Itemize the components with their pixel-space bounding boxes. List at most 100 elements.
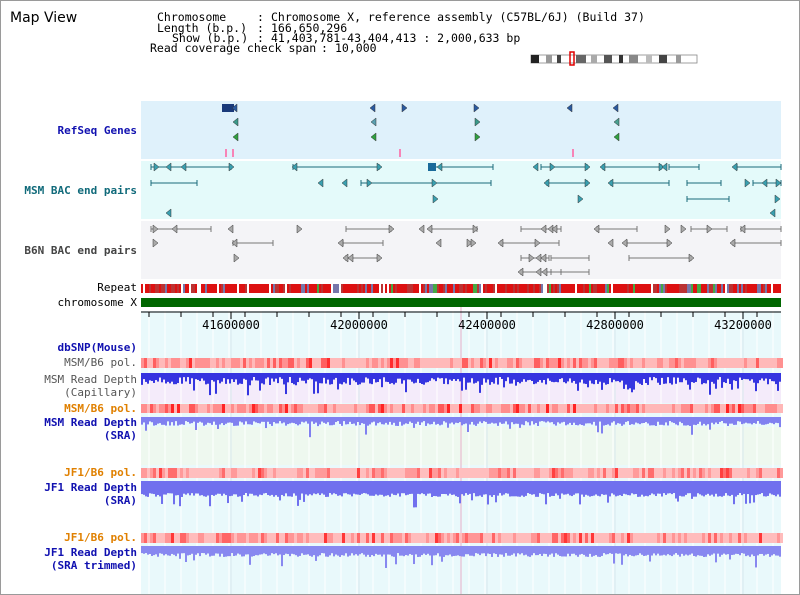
b6n-bac-arrow[interactable] xyxy=(296,224,303,234)
track-label-jf1-depth-sra[interactable]: JF1 Read Depth xyxy=(44,481,137,494)
msm-bac-arrow[interactable] xyxy=(607,178,614,188)
b6n-bac-arrow[interactable] xyxy=(388,224,395,234)
msm-bac-arrow[interactable] xyxy=(317,178,324,188)
b6n-bac-arrow[interactable] xyxy=(231,238,238,248)
refseq-gene-arrow[interactable] xyxy=(612,103,619,113)
track-label-jf1-b6-pol-2[interactable]: JF1/B6 pol. xyxy=(64,531,137,544)
msm-bac-arrow[interactable] xyxy=(366,178,373,188)
b6n-bac-arrow[interactable] xyxy=(337,238,344,248)
refseq-gene-arrow[interactable] xyxy=(232,132,239,142)
track-label-msm-b6-pol-2[interactable]: MSM/B6 pol. xyxy=(64,402,137,415)
b6n-bac-arrow[interactable] xyxy=(418,224,425,234)
msm-bac-arrow[interactable] xyxy=(165,208,172,218)
b6n-bac-arrow[interactable] xyxy=(435,238,442,248)
b6n-bac-arrow[interactable] xyxy=(233,253,240,263)
b6n-bac-arrow[interactable] xyxy=(528,253,535,263)
msm-bac-arrow[interactable] xyxy=(584,162,591,172)
msm-bac-arrow[interactable] xyxy=(432,194,439,204)
refseq-gene-arrow[interactable] xyxy=(473,103,480,113)
b6n-bac-arrow[interactable] xyxy=(470,238,477,248)
b6n-bac-arrow[interactable] xyxy=(376,253,383,263)
b6n-bac-arrow[interactable] xyxy=(540,253,547,263)
msm-bac-arrow[interactable] xyxy=(532,162,539,172)
msm-bac-arrow[interactable] xyxy=(661,162,668,172)
b6n-bac-arrow[interactable] xyxy=(517,267,524,277)
b6n-bac-arrow[interactable] xyxy=(551,224,558,234)
b6n-bac-arrow[interactable] xyxy=(152,224,159,234)
refseq-gene-arrow[interactable] xyxy=(474,117,481,127)
track-label-b6n-bac[interactable]: B6N BAC end pairs xyxy=(24,244,137,257)
msm-bac-arrow[interactable] xyxy=(769,208,776,218)
b6n-bac-arrow[interactable] xyxy=(666,238,673,248)
refseq-gene-arrow[interactable] xyxy=(370,117,377,127)
b6n-bac-arrow[interactable] xyxy=(466,238,473,248)
b6n-bac-arrow[interactable] xyxy=(706,224,713,234)
msm-bac-arrow[interactable] xyxy=(584,178,591,188)
b6n-bac-arrow[interactable] xyxy=(426,224,433,234)
msm-bac-arrow[interactable] xyxy=(153,162,160,172)
b6n-bac-arrow[interactable] xyxy=(472,224,479,234)
b6n-bac-arrow[interactable] xyxy=(664,224,671,234)
b6n-bac-arrow[interactable] xyxy=(152,238,159,248)
refseq-gene-arrow[interactable] xyxy=(566,103,573,113)
msm-bac-arrow[interactable] xyxy=(228,162,235,172)
refseq-gene-arrow[interactable] xyxy=(369,103,376,113)
track-label-msm-b6-pol-1[interactable]: MSM/B6 pol. xyxy=(64,356,137,369)
msm-bac-arrow[interactable] xyxy=(549,162,556,172)
refseq-gene-arrow[interactable] xyxy=(231,103,238,113)
msm-bac-arrow[interactable] xyxy=(291,162,298,172)
msm-bac-arrow[interactable] xyxy=(165,162,172,172)
track-label-jf1-depth-trim[interactable]: JF1 Read Depth xyxy=(44,546,137,559)
b6n-bac-arrow[interactable] xyxy=(541,267,548,277)
refseq-gene-block[interactable] xyxy=(222,104,234,112)
msm-bac-arrow[interactable] xyxy=(774,194,781,204)
b6n-bac-arrow[interactable] xyxy=(171,224,178,234)
b6n-bac-arrow[interactable] xyxy=(497,238,504,248)
msm-bac-arrow[interactable] xyxy=(543,178,550,188)
b6n-bac-arrow[interactable] xyxy=(540,224,547,234)
b6n-bac-features[interactable] xyxy=(150,224,782,277)
msm-bac-arrow[interactable] xyxy=(744,178,751,188)
msm-bac-arrow[interactable] xyxy=(599,162,606,172)
msm-bac-arrow[interactable] xyxy=(577,194,584,204)
refseq-gene-arrow[interactable] xyxy=(401,103,408,113)
refseq-gene-arrow[interactable] xyxy=(613,117,620,127)
track-label-refseq[interactable]: RefSeq Genes xyxy=(57,124,137,137)
b6n-bac-arrow[interactable] xyxy=(535,267,542,277)
msm-bac-features[interactable] xyxy=(150,162,782,218)
b6n-bac-arrow[interactable] xyxy=(227,224,234,234)
refseq-features[interactable] xyxy=(222,103,620,157)
refseq-gene-arrow[interactable] xyxy=(232,117,239,127)
track-label-msm-depth-sra[interactable]: MSM Read Depth xyxy=(44,416,137,429)
b6n-bac-arrow[interactable] xyxy=(593,224,600,234)
track-label-jf1-b6-pol-1[interactable]: JF1/B6 pol. xyxy=(64,466,137,479)
b6n-bac-arrow[interactable] xyxy=(534,238,541,248)
b6n-bac-arrow[interactable] xyxy=(621,238,628,248)
depth-bar xyxy=(627,481,629,496)
b6n-bac-arrow[interactable] xyxy=(729,238,736,248)
msm-bac-arrow[interactable] xyxy=(775,178,782,188)
b6n-bac-arrow[interactable] xyxy=(680,224,687,234)
msm-bac-arrow[interactable] xyxy=(731,162,738,172)
b6n-bac-arrow[interactable] xyxy=(739,224,746,234)
track-label-chromosome[interactable]: chromosome X xyxy=(57,296,137,309)
msm-bac-arrow[interactable] xyxy=(436,162,443,172)
track-label-msm-bac[interactable]: MSM BAC end pairs xyxy=(24,184,137,197)
b6n-bac-arrow[interactable] xyxy=(347,253,354,263)
msm-bac-block[interactable] xyxy=(428,163,436,171)
track-label-msm-depth-cap[interactable]: MSM Read Depth xyxy=(44,373,137,386)
msm-bac-arrow[interactable] xyxy=(658,162,665,172)
msm-bac-arrow[interactable] xyxy=(180,162,187,172)
track-label-dbsnp[interactable]: dbSNP(Mouse) xyxy=(57,341,137,354)
msm-bac-arrow[interactable] xyxy=(761,178,768,188)
refseq-gene-arrow[interactable] xyxy=(370,132,377,142)
msm-bac-arrow[interactable] xyxy=(341,178,348,188)
b6n-bac-arrow[interactable] xyxy=(607,238,614,248)
track-label-repeat[interactable]: Repeat xyxy=(97,281,137,294)
msm-bac-arrow[interactable] xyxy=(431,178,438,188)
msm-bac-arrow[interactable] xyxy=(376,162,383,172)
refseq-gene-arrow[interactable] xyxy=(613,132,620,142)
refseq-gene-arrow[interactable] xyxy=(474,132,481,142)
b6n-bac-arrow[interactable] xyxy=(688,253,695,263)
chromosome-ideogram[interactable] xyxy=(530,51,698,66)
